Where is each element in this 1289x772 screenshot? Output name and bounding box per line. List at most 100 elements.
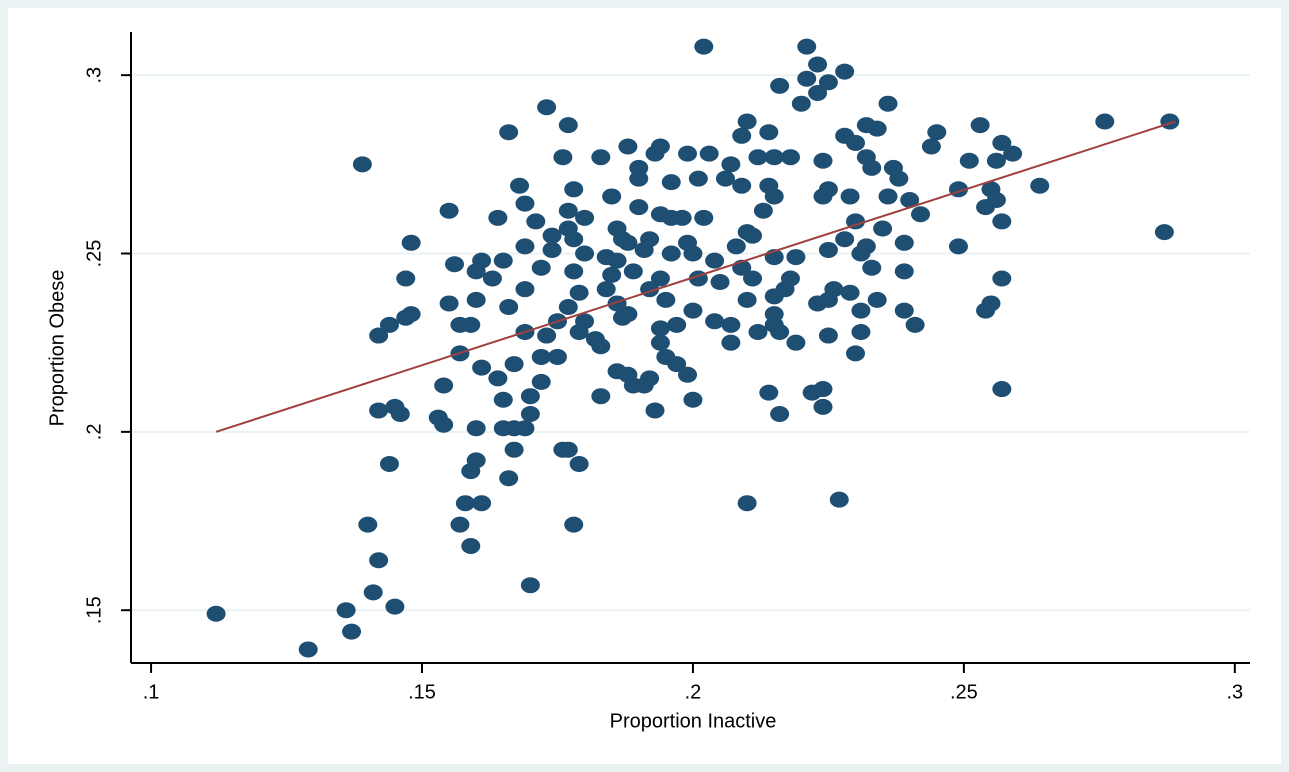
point — [694, 38, 714, 55]
point — [737, 291, 757, 308]
point — [515, 281, 535, 298]
point — [515, 238, 535, 255]
point — [575, 245, 595, 262]
point — [558, 117, 578, 134]
point — [905, 316, 925, 333]
point — [721, 334, 741, 351]
point — [667, 316, 687, 333]
point — [558, 202, 578, 219]
point — [461, 538, 481, 555]
point — [894, 234, 914, 251]
point — [542, 227, 562, 244]
point — [618, 306, 638, 323]
x-tick-label: .3 — [1226, 681, 1243, 703]
point — [558, 441, 578, 458]
point — [488, 370, 508, 387]
point — [846, 134, 866, 151]
point — [911, 206, 931, 223]
point — [515, 195, 535, 212]
point — [813, 381, 833, 398]
point — [1095, 113, 1115, 130]
point — [434, 416, 454, 433]
point — [737, 495, 757, 512]
point — [705, 313, 725, 330]
point — [564, 263, 584, 280]
point — [683, 245, 703, 262]
point — [499, 299, 519, 316]
x-tick-label: .1 — [143, 681, 160, 703]
point — [298, 641, 318, 658]
point — [466, 452, 486, 469]
point — [678, 145, 698, 162]
point — [981, 295, 1001, 312]
point — [401, 234, 421, 251]
point — [1003, 145, 1023, 162]
point — [764, 306, 784, 323]
point — [607, 295, 627, 312]
point — [434, 377, 454, 394]
point — [743, 227, 763, 244]
point — [547, 348, 567, 365]
point — [553, 149, 573, 166]
point — [894, 263, 914, 280]
point — [797, 70, 817, 87]
point — [352, 156, 372, 173]
point — [986, 192, 1006, 209]
point — [472, 359, 492, 376]
point — [558, 220, 578, 237]
y-tick-label: .25 — [83, 240, 105, 268]
point — [591, 149, 611, 166]
point — [520, 388, 540, 405]
point — [488, 209, 508, 226]
point — [466, 420, 486, 437]
point — [992, 270, 1012, 287]
point — [531, 259, 551, 276]
point — [575, 209, 595, 226]
point — [808, 84, 828, 101]
point — [461, 316, 481, 333]
point — [1160, 113, 1180, 130]
point — [808, 56, 828, 73]
point — [867, 120, 887, 137]
point — [715, 170, 735, 187]
point — [688, 170, 708, 187]
point — [683, 302, 703, 319]
point — [618, 234, 638, 251]
point — [369, 327, 389, 344]
marks — [206, 38, 1180, 658]
point — [921, 138, 941, 155]
point — [445, 256, 465, 273]
point — [591, 388, 611, 405]
point — [455, 495, 475, 512]
point — [862, 259, 882, 276]
point — [510, 177, 530, 194]
point — [813, 152, 833, 169]
x-tick-label: .2 — [685, 681, 702, 703]
point — [439, 295, 459, 312]
point — [699, 145, 719, 162]
point — [369, 552, 389, 569]
point — [650, 270, 670, 287]
point — [726, 238, 746, 255]
point — [840, 188, 860, 205]
point — [520, 577, 540, 594]
x-tick-label: .25 — [950, 681, 978, 703]
point — [992, 381, 1012, 398]
point — [764, 149, 784, 166]
point — [499, 124, 519, 141]
point — [900, 192, 920, 209]
point — [780, 270, 800, 287]
point — [504, 441, 524, 458]
point — [770, 77, 790, 94]
point — [878, 188, 898, 205]
point — [840, 284, 860, 301]
point — [835, 231, 855, 248]
point — [206, 605, 226, 622]
point — [743, 270, 763, 287]
point — [678, 366, 698, 383]
point — [851, 302, 871, 319]
point — [661, 245, 681, 262]
point — [948, 238, 968, 255]
point — [1030, 177, 1050, 194]
